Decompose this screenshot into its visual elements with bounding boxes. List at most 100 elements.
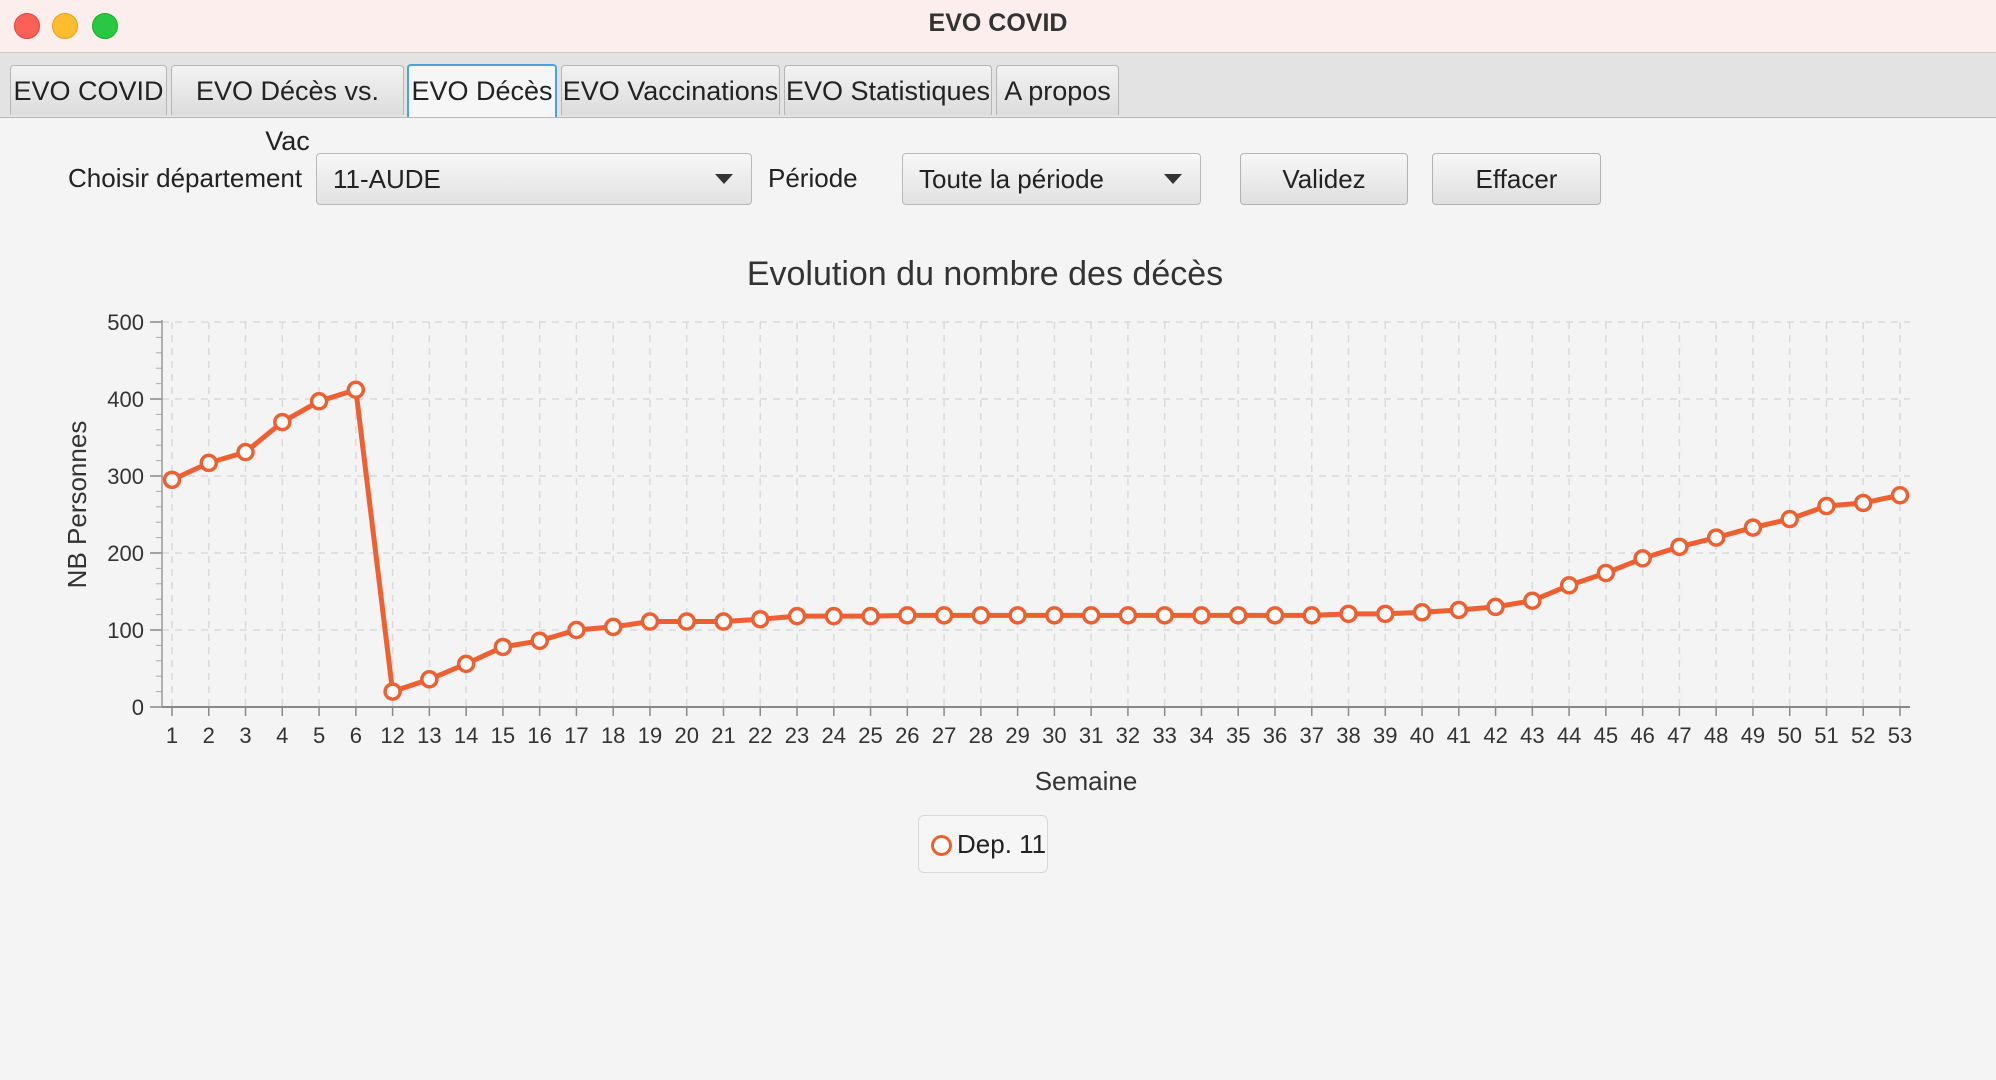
y-tick-label: 100: [107, 618, 144, 643]
x-tick-label: 39: [1373, 723, 1397, 748]
x-tick-label: 48: [1704, 723, 1728, 748]
data-point: [199, 453, 219, 473]
data-point: [383, 682, 402, 701]
data-point: [1670, 537, 1689, 557]
data-point: [1081, 606, 1101, 625]
period-select[interactable]: Toute la période: [902, 153, 1201, 205]
data-point: [530, 631, 549, 651]
y-tick-label: 500: [107, 310, 144, 335]
chevron-down-icon: [1164, 174, 1182, 184]
data-point: [1449, 600, 1469, 620]
x-tick-label: 37: [1300, 723, 1324, 748]
clear-button[interactable]: Effacer: [1432, 153, 1601, 205]
x-tick-label: 22: [748, 723, 772, 748]
data-point: [346, 380, 366, 400]
close-window-button[interactable]: [14, 13, 40, 39]
data-point: [1817, 496, 1836, 516]
data-point: [1486, 597, 1505, 617]
x-tick-label: 32: [1116, 723, 1140, 748]
x-tick-label: 36: [1263, 723, 1287, 748]
data-point: [1118, 606, 1138, 625]
tab-evo-vaccinations[interactable]: EVO Vaccinations: [561, 65, 780, 115]
data-point: [1192, 606, 1211, 625]
title-bar: EVO COVID: [0, 0, 1996, 53]
x-tick-label: 41: [1447, 723, 1471, 748]
x-tick-label: 35: [1226, 723, 1250, 748]
minimize-window-button[interactable]: [52, 13, 78, 39]
y-tick-label: 200: [107, 541, 144, 566]
tab-a-propos[interactable]: A propos: [996, 65, 1119, 115]
x-tick-label: 40: [1410, 723, 1434, 748]
tab-evo-statistiques[interactable]: EVO Statistiques: [784, 65, 992, 115]
period-label: Période: [768, 163, 858, 193]
x-tick-label: 46: [1630, 723, 1654, 748]
x-tick-label: 3: [239, 723, 251, 748]
chart-legend: Dep. 11: [918, 815, 1048, 873]
data-point: [1045, 606, 1064, 625]
window-title: EVO COVID: [928, 9, 1068, 37]
data-point: [1228, 606, 1248, 625]
x-tick-label: 15: [491, 723, 515, 748]
x-tick-label: 2: [203, 723, 215, 748]
x-tick-label: 25: [858, 723, 882, 748]
x-tick-label: 13: [417, 723, 441, 748]
x-tick-label: 38: [1336, 723, 1360, 748]
tab-evo-covid[interactable]: EVO COVID: [10, 65, 167, 115]
y-tick-label: 300: [107, 464, 144, 489]
x-tick-label: 51: [1814, 723, 1838, 748]
data-point: [456, 654, 476, 674]
y-tick-label: 400: [107, 387, 144, 412]
x-tick-label: 4: [276, 723, 288, 748]
x-tick-label: 53: [1888, 723, 1912, 748]
x-tick-label: 21: [711, 723, 735, 748]
data-point: [309, 392, 329, 411]
department-label: Choisir département: [68, 163, 303, 193]
x-tick-label: 31: [1079, 723, 1103, 748]
data-point: [677, 612, 696, 631]
data-point: [273, 412, 292, 432]
x-tick-label: 27: [932, 723, 956, 748]
data-point: [1559, 576, 1579, 595]
tab-evo-deces-vs-vac[interactable]: EVO Décès vs. Vac: [171, 65, 404, 156]
data-point: [1155, 606, 1174, 625]
data-point: [751, 609, 770, 629]
x-tick-label: 30: [1042, 723, 1066, 748]
department-select-value: 11-AUDE: [333, 164, 441, 194]
data-point: [1302, 606, 1321, 625]
period-select-value: Toute la période: [919, 164, 1105, 194]
data-point: [714, 612, 733, 631]
x-tick-label: 33: [1152, 723, 1176, 748]
tab-evo-deces[interactable]: EVO Décès: [407, 64, 557, 117]
validate-button[interactable]: Validez: [1240, 153, 1408, 205]
x-tick-label: 26: [895, 723, 919, 748]
x-tick-label: 24: [822, 723, 846, 748]
data-point: [1339, 604, 1358, 624]
data-point: [236, 442, 255, 462]
data-point: [493, 637, 513, 657]
department-select[interactable]: 11-AUDE: [316, 153, 752, 205]
data-point: [1780, 509, 1799, 529]
x-tick-label: 42: [1483, 723, 1507, 748]
maximize-window-button[interactable]: [92, 13, 118, 39]
x-tick-label: 5: [313, 723, 325, 748]
data-point: [603, 617, 623, 637]
data-point: [1890, 486, 1910, 505]
x-tick-label: 47: [1667, 723, 1691, 748]
data-point: [162, 470, 182, 490]
data-point: [1706, 528, 1726, 547]
x-tick-label: 43: [1520, 723, 1544, 748]
x-tick-label: 14: [454, 723, 478, 748]
x-tick-label: 16: [527, 723, 551, 748]
legend-label: Dep. 11: [957, 829, 1047, 859]
legend-marker-icon: [931, 835, 952, 856]
data-point: [934, 606, 954, 625]
x-tick-label: 6: [350, 723, 362, 748]
x-tick-label: 28: [969, 723, 993, 748]
data-point: [1376, 604, 1395, 624]
y-axis-title: NB Personnes: [62, 421, 92, 589]
x-tick-label: 20: [674, 723, 698, 748]
x-tick-label: 12: [380, 723, 404, 748]
x-axis-title: Semaine: [1035, 766, 1138, 796]
